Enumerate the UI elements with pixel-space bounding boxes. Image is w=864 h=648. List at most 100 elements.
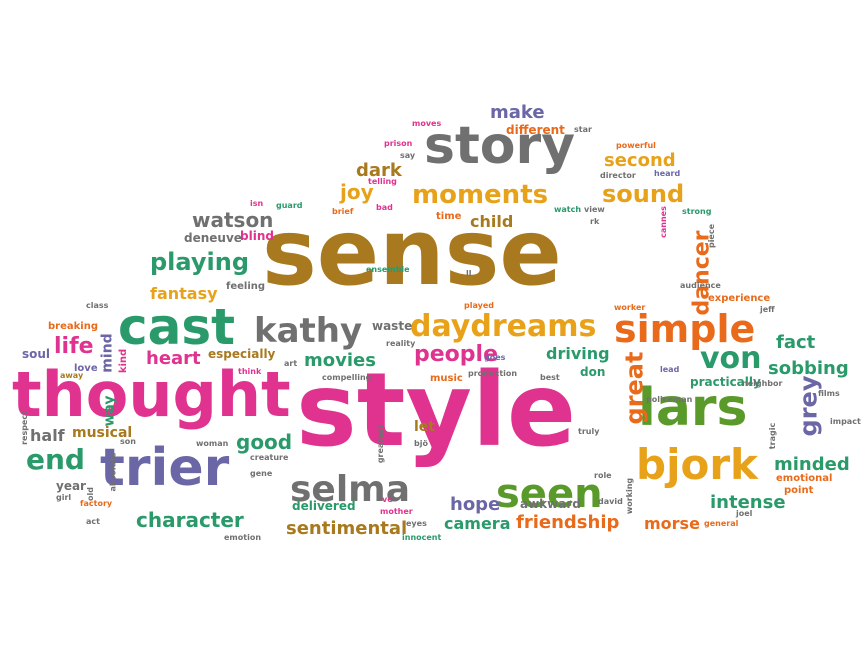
word: playing: [150, 248, 249, 276]
word: ve: [382, 495, 393, 504]
word: selma: [290, 469, 410, 510]
word: fact: [776, 332, 816, 353]
word: delivered: [292, 499, 356, 513]
word: breaking: [48, 321, 98, 332]
word: soul: [22, 347, 51, 361]
word: girl: [56, 493, 72, 502]
word: tragic: [768, 422, 778, 450]
word: morse: [644, 514, 700, 533]
word: fantasy: [150, 284, 218, 303]
word: good: [236, 430, 293, 454]
word: star: [574, 125, 592, 134]
word: class: [86, 301, 109, 310]
word: deneuve: [184, 231, 242, 245]
word: love: [74, 363, 98, 374]
word: kind: [118, 348, 130, 374]
word: blind: [240, 229, 274, 243]
word: year: [56, 479, 86, 493]
word: don: [580, 365, 606, 379]
word: moments: [412, 180, 549, 210]
word: rk: [590, 217, 600, 226]
word: style: [296, 351, 577, 470]
word: sense: [262, 199, 562, 306]
word: art: [284, 359, 298, 368]
word: policeman: [646, 395, 693, 404]
word: experience: [708, 293, 771, 304]
word: especially: [208, 347, 276, 361]
word: make: [490, 102, 545, 123]
word: innocent: [402, 533, 442, 542]
word: awkward: [520, 497, 581, 511]
word: cast: [118, 298, 236, 356]
word: played: [464, 301, 494, 310]
word: watson: [192, 208, 274, 232]
word: production: [468, 369, 518, 378]
word: truly: [578, 427, 600, 436]
word: isn: [250, 199, 264, 208]
word: view: [584, 205, 605, 214]
word: mother: [380, 507, 413, 516]
word: cannes: [658, 206, 668, 238]
word: people: [414, 342, 498, 367]
word: ll: [466, 269, 472, 278]
word: impact: [830, 417, 861, 426]
word: greatest: [376, 424, 386, 464]
word: minded: [774, 454, 850, 475]
word: director: [600, 171, 636, 180]
word: son: [120, 437, 136, 446]
word: simple: [614, 307, 756, 351]
word: goes: [484, 353, 506, 362]
word: daydreams: [410, 309, 597, 344]
word: moves: [412, 119, 442, 128]
word: creature: [250, 453, 289, 462]
word: time: [436, 211, 462, 222]
word: child: [470, 212, 514, 231]
word: sobbing: [768, 358, 849, 379]
word: bjö: [414, 439, 428, 448]
word: von: [700, 341, 762, 376]
word: kathy: [254, 311, 363, 351]
word: point: [784, 485, 814, 496]
word: seen: [496, 471, 603, 517]
word: working: [625, 477, 635, 515]
word: think: [238, 367, 262, 376]
word: waste: [372, 319, 413, 333]
word: woman: [196, 439, 229, 448]
word: away: [60, 371, 84, 380]
word: lead: [660, 365, 680, 374]
word: emotion: [224, 533, 262, 542]
word: intense: [710, 492, 786, 513]
word: story: [424, 116, 576, 176]
word: character: [136, 508, 244, 532]
word: strong: [682, 207, 712, 216]
word: audience: [680, 281, 721, 290]
word: general: [704, 519, 739, 528]
word: trier: [100, 438, 230, 498]
word: ensemble: [366, 265, 410, 274]
word: absolute: [108, 452, 118, 492]
word: say: [400, 151, 416, 160]
word: grey: [794, 375, 823, 437]
word: bad: [376, 203, 393, 212]
word: emotional: [776, 473, 833, 484]
word: let: [414, 419, 435, 435]
word: piece: [707, 223, 717, 249]
word: hope: [450, 494, 501, 515]
word: dark: [356, 160, 402, 181]
word: heard: [654, 169, 681, 178]
word: factory: [80, 499, 113, 508]
word: thought: [12, 358, 291, 431]
word: respect: [19, 411, 29, 445]
word: jeff: [760, 305, 775, 314]
word: heart: [146, 348, 201, 369]
word: second: [604, 150, 676, 171]
word: brief: [332, 207, 354, 216]
word: powerful: [616, 141, 656, 150]
word: camera: [444, 514, 511, 533]
word: compelling: [322, 373, 372, 382]
word: watch: [554, 205, 582, 214]
word: guard: [276, 201, 303, 210]
word: reality: [386, 339, 416, 348]
word: neighbor: [742, 379, 783, 388]
